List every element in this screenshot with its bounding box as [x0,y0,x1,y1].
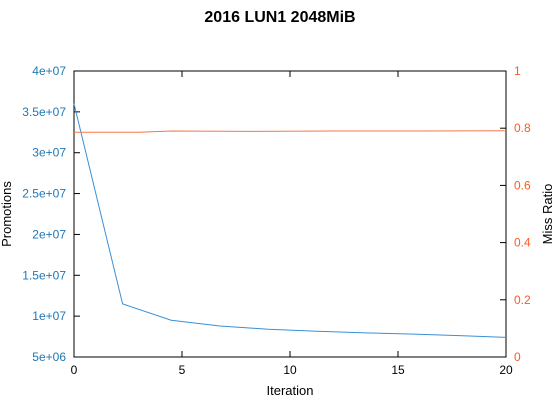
x-axis: 0 5 10 15 20 [71,71,513,377]
right-y-axis: 0 0.2 0.4 0.6 0.8 1 [500,64,531,364]
x-axis-label: Iteration [267,383,314,398]
left-y-tick-label: 1e+07 [32,309,66,323]
left-y-axis-label: Promotions [0,181,14,247]
left-y-tick-label: 1.5e+07 [22,268,66,282]
left-y-tick-label: 2e+07 [32,227,66,241]
left-y-tick-label: 5e+06 [32,350,66,364]
right-y-tick-label: 0.2 [514,293,531,307]
plot-frame [74,71,506,357]
x-tick-label: 20 [499,363,513,377]
right-y-tick-label: 0.4 [514,236,531,250]
x-tick-label: 15 [391,363,405,377]
promotions-line [74,104,506,338]
right-y-tick-label: 0 [514,350,521,364]
x-tick-label: 5 [179,363,186,377]
left-y-tick-label: 3e+07 [32,146,66,160]
left-y-tick-label: 2.5e+07 [22,187,66,201]
chart-title: 2016 LUN1 2048MiB [204,9,355,26]
series-layer [74,104,506,338]
left-y-tick-label: 4e+07 [32,64,66,78]
x-tick-label: 10 [283,363,297,377]
right-y-tick-label: 1 [514,64,521,78]
left-y-axis: 5e+06 1e+07 1.5e+07 2e+07 2.5e+07 3e+07 3.5e+0… [22,64,80,364]
right-y-tick-label: 0.8 [514,121,531,135]
miss-ratio-line [74,131,506,132]
right-y-axis-label: Miss Ratio [540,184,555,245]
left-y-tick-label: 3.5e+07 [22,105,66,119]
x-tick-label: 0 [71,363,78,377]
right-y-tick-label: 0.6 [514,178,531,192]
